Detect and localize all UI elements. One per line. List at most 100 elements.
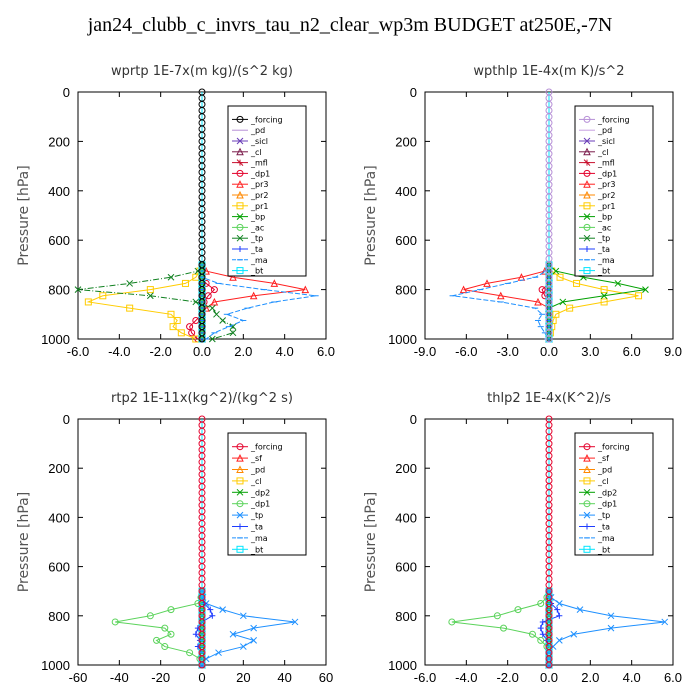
series-line-dp1	[115, 419, 203, 666]
legend-entry: _pr1	[597, 202, 615, 211]
data-point	[177, 329, 185, 337]
data-point	[229, 323, 237, 331]
y-tick-label: 800	[48, 283, 70, 298]
data-point	[215, 649, 222, 657]
legend-marker	[583, 169, 591, 177]
data-point	[600, 298, 608, 306]
legend-entry: _ac	[597, 223, 611, 232]
x-tick-label: 0	[198, 670, 205, 685]
legend-entry: _ac	[250, 223, 264, 232]
y-tick-label: 600	[395, 560, 417, 575]
data-point	[239, 612, 247, 620]
legend-marker	[583, 488, 591, 496]
data-point	[167, 630, 175, 638]
data-point	[186, 323, 194, 331]
data-point	[161, 624, 169, 632]
y-tick-label: 200	[395, 461, 417, 476]
data-point	[555, 600, 563, 607]
data-point	[167, 606, 175, 614]
legend-marker	[583, 137, 591, 145]
series-line-pr1	[86, 92, 203, 340]
data-point	[219, 317, 227, 324]
data-point	[448, 618, 456, 626]
legend-marker	[236, 453, 244, 462]
legend-marker	[236, 115, 244, 123]
data-point	[126, 304, 134, 312]
legend-entry: _pr2	[597, 191, 615, 200]
legend-marker	[236, 147, 244, 156]
data-point	[556, 612, 563, 619]
series-line-ma	[201, 92, 316, 340]
legend-entry: _pd	[597, 466, 612, 475]
data-point	[537, 625, 544, 632]
x-tick-label: -6.0	[67, 344, 89, 359]
x-tick-label: -40	[110, 670, 129, 685]
y-tick-label: 800	[48, 609, 70, 624]
data-point	[552, 267, 560, 275]
data-point	[74, 286, 82, 293]
legend-marker	[583, 267, 591, 275]
legend-marker	[236, 465, 244, 473]
y-tick-label: 0	[410, 85, 417, 100]
y-tick-label: 1000	[41, 332, 70, 347]
data-point	[173, 316, 181, 324]
data-point	[500, 624, 508, 632]
data-point	[459, 285, 468, 294]
data-point	[229, 273, 237, 281]
legend-marker	[236, 223, 244, 231]
data-point	[229, 329, 237, 337]
panel-4: thlp2 1E-4x(K^2)/s Pressure [hPa] -6.0 -4.0…	[363, 391, 682, 685]
data-point	[570, 630, 578, 638]
legend-entry: _pr1	[250, 202, 268, 211]
legend-entry: _pr3	[597, 180, 615, 189]
x-tick-label: -20	[151, 670, 170, 685]
legend-entry: _sf	[597, 454, 609, 463]
y-axis-label: Pressure [hPa]	[16, 165, 32, 265]
legend-marker	[236, 190, 244, 199]
legend-entry: _bt	[250, 267, 263, 276]
x-tick-label: 3.0	[581, 344, 599, 359]
legend-entry: _tp	[250, 234, 263, 243]
legend-marker	[584, 523, 590, 530]
x-tick-label: 2.0	[581, 670, 599, 685]
x-tick-label: 0.0	[540, 344, 558, 359]
x-tick-label: -3.0	[496, 344, 518, 359]
legend-entry: _pr2	[250, 191, 268, 200]
data-point	[169, 323, 177, 331]
data-point	[607, 612, 615, 620]
legend-marker	[236, 443, 244, 451]
figure-title: jan24_clubb_c_invrs_tau_n2_clear_wp3m BU…	[87, 14, 613, 36]
legend-marker	[236, 180, 244, 188]
legend-marker	[236, 202, 244, 210]
legend-entry: _sicl	[250, 137, 268, 146]
y-tick-label: 400	[395, 510, 417, 525]
x-tick-label: 60	[319, 670, 333, 685]
data-point	[555, 637, 563, 644]
legend: _forcing _pd _sicl _cl _mfl_dp1 _pr3 _pr2 _pr1 _…	[574, 105, 654, 277]
data-point	[188, 329, 196, 337]
y-tick-label: 1000	[388, 658, 417, 673]
legend-entry: _dp1	[250, 500, 270, 509]
legend-entry: _bt	[250, 545, 263, 554]
x-tick-label: 0.0	[540, 670, 558, 685]
x-tick-label: 20	[236, 670, 250, 685]
legend-marker	[583, 511, 591, 519]
legend-entry: _tp	[597, 511, 610, 520]
data-point	[99, 292, 107, 300]
legend-entry: _bt	[597, 545, 610, 554]
y-tick-label: 1000	[388, 332, 417, 347]
legend-entry: _pd	[250, 466, 265, 475]
legend-entry: _ma	[250, 256, 268, 265]
legend-marker	[236, 234, 244, 242]
x-tick-label: -4.0	[108, 344, 130, 359]
data-point	[210, 286, 218, 294]
series-line-tp	[77, 92, 234, 340]
x-tick-label: 2.0	[234, 344, 252, 359]
legend-entry: _cl	[597, 148, 609, 157]
data-point	[600, 286, 608, 294]
data-point	[573, 279, 581, 287]
data-point	[84, 298, 92, 306]
data-point	[538, 286, 546, 294]
data-point	[539, 618, 546, 625]
data-point	[554, 606, 561, 613]
